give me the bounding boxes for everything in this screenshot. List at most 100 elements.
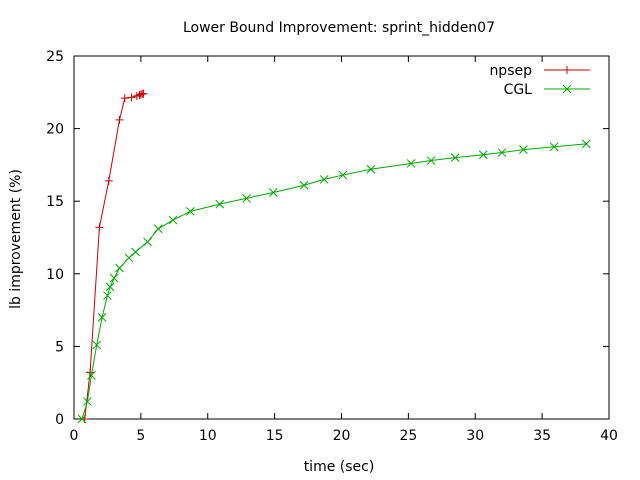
chart-title: Lower Bound Improvement: sprint_hidden07 — [183, 20, 495, 36]
data-point — [186, 207, 195, 216]
data-point — [109, 273, 119, 283]
data-point — [120, 94, 129, 103]
y-tick-label: 10 — [46, 267, 64, 283]
y-axis-title: lb improvement (%) — [8, 169, 24, 309]
x-tick-label: 10 — [199, 428, 217, 444]
legend-sample-npsep — [544, 66, 590, 74]
x-tick-label: 40 — [600, 428, 618, 444]
plot-border — [73, 55, 610, 420]
marker-d2 — [406, 159, 416, 168]
data-point — [86, 368, 95, 377]
series-npsep — [80, 89, 148, 423]
marker-d2 — [77, 414, 87, 424]
marker-d2 — [497, 148, 507, 157]
series-line-npsep — [84, 93, 144, 420]
marker-d2 — [92, 340, 102, 350]
x-tick-label: 15 — [266, 428, 284, 444]
data-point — [338, 170, 348, 180]
data-point — [366, 164, 376, 174]
x-tick-label: 25 — [399, 428, 417, 444]
data-point — [426, 156, 436, 165]
marker-d2 — [268, 188, 278, 197]
plot-area — [73, 55, 610, 420]
marker-d2 — [549, 142, 559, 152]
y-tick-label: 15 — [46, 194, 64, 210]
marker-d2 — [478, 150, 488, 160]
marker-d2 — [153, 224, 163, 234]
marker-d2 — [105, 282, 115, 292]
data-point — [143, 237, 152, 247]
data-point — [115, 115, 124, 124]
x-axis: 0 5 10 15 20 25 30 35 40 — [70, 56, 618, 444]
marker-d2 — [319, 175, 329, 184]
data-point — [319, 175, 329, 184]
marker-d2 — [299, 180, 309, 190]
marker-d2 — [131, 247, 140, 257]
y-tick-label: 20 — [46, 122, 64, 138]
x-tick-label: 5 — [136, 428, 145, 444]
data-point — [83, 397, 92, 406]
data-point — [406, 159, 416, 168]
y-axis: 0 5 10 15 20 25 — [46, 49, 609, 428]
marker-d2 — [426, 156, 436, 165]
data-point — [153, 224, 163, 234]
marker-d2 — [97, 313, 107, 322]
data-point — [131, 247, 140, 257]
data-point — [139, 89, 148, 98]
series-line-cgl — [81, 143, 587, 420]
marker-d2 — [450, 153, 460, 162]
data-point — [103, 291, 112, 300]
data-point — [105, 282, 115, 292]
marker-d2 — [242, 193, 251, 203]
data-point — [115, 263, 124, 273]
data-point — [168, 215, 178, 225]
data-point — [478, 150, 488, 160]
marker-d2 — [143, 237, 152, 247]
legend-marker-d2 — [562, 84, 572, 94]
data-point — [124, 253, 134, 263]
data-point — [549, 142, 559, 152]
marker-d2 — [366, 164, 376, 174]
x-tick-label: 30 — [466, 428, 484, 444]
marker-d2 — [115, 263, 124, 273]
marker-d2 — [103, 291, 112, 300]
data-point — [104, 176, 113, 185]
data-point — [242, 193, 251, 203]
legend: npsep CGL — [489, 63, 590, 98]
y-tick-label: 25 — [46, 49, 64, 65]
data-point — [92, 340, 102, 350]
data-point — [519, 145, 528, 155]
data-point — [268, 188, 278, 197]
marker-d2 — [338, 170, 348, 180]
data-point — [95, 223, 104, 232]
marker-d2 — [215, 199, 225, 209]
x-tick-label: 20 — [333, 428, 351, 444]
marker-d2 — [186, 207, 195, 216]
data-point — [77, 414, 87, 424]
marker-d2 — [581, 139, 591, 149]
series-layer — [77, 89, 591, 424]
legend-label-cgl: CGL — [504, 82, 533, 98]
marker-d2 — [109, 273, 119, 283]
data-point — [450, 153, 460, 162]
y-tick-label: 5 — [55, 339, 64, 355]
data-point — [97, 313, 107, 322]
x-tick-label: 35 — [533, 428, 551, 444]
marker-d2 — [83, 397, 92, 406]
x-tick-label: 0 — [70, 428, 79, 444]
data-point — [497, 148, 507, 157]
data-point — [581, 139, 591, 149]
data-point — [127, 93, 136, 102]
y-tick-label: 0 — [55, 412, 64, 428]
marker-d2 — [124, 253, 134, 263]
series-cgl — [77, 139, 591, 424]
marker-d2 — [87, 371, 96, 380]
data-point — [87, 371, 96, 380]
data-point — [299, 180, 309, 190]
x-axis-title: time (sec) — [304, 459, 375, 475]
legend-sample-cgl — [544, 84, 590, 94]
legend-label-npsep: npsep — [489, 63, 532, 79]
data-point — [215, 199, 225, 209]
marker-d2 — [168, 215, 178, 225]
